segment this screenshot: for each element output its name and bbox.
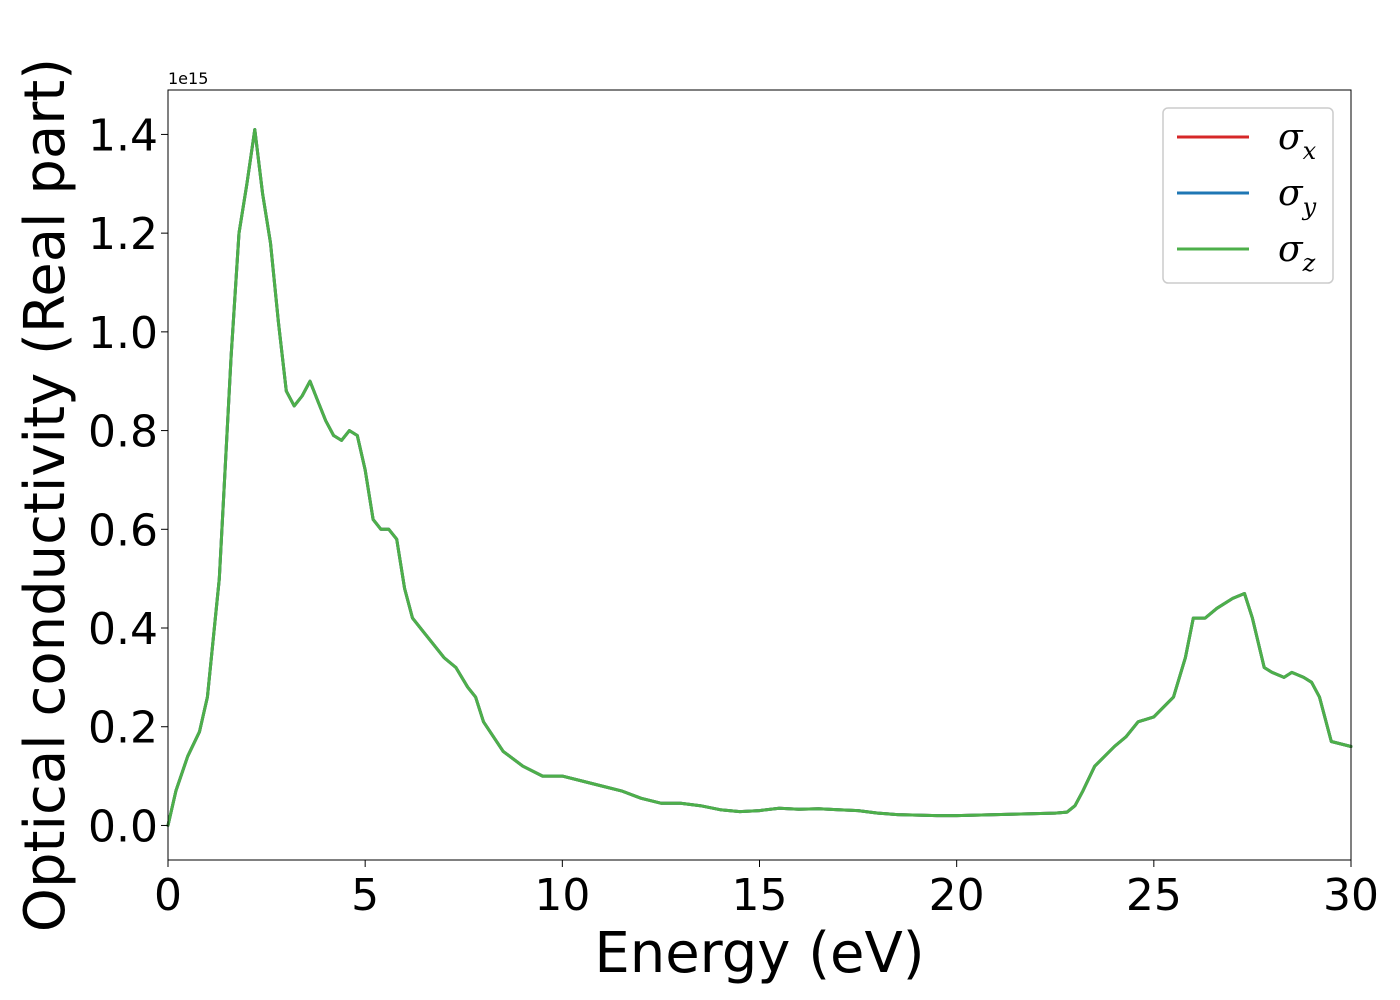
x-axis: 0 5 10 15 20 25 30	[154, 860, 1379, 921]
y-tick-label: 0.2	[88, 703, 158, 754]
y-axis-label: Optical conductivity (Real part)	[13, 58, 78, 932]
legend-box	[1162, 107, 1334, 284]
legend-symbol: σ	[1278, 173, 1304, 214]
legend-label: σz	[1278, 229, 1316, 277]
legend-symbol: σ	[1278, 117, 1304, 158]
x-tick-label: 5	[351, 870, 379, 921]
legend-symbol: σ	[1278, 229, 1304, 270]
y-tick-label: 1.0	[88, 308, 158, 359]
y-tick-label: 0.6	[88, 505, 158, 556]
x-tick-label: 30	[1323, 870, 1379, 921]
legend-label: σx	[1278, 117, 1317, 165]
series-layer	[166, 128, 1353, 827]
x-tick-label: 15	[732, 870, 788, 921]
legend-subscript: y	[1302, 193, 1317, 221]
x-axis-label: Energy (eV)	[594, 921, 924, 986]
x-tick-label: 20	[929, 870, 985, 921]
legend-subscript: x	[1303, 137, 1317, 165]
y-tick-label: 1.4	[88, 110, 158, 161]
y-axis: 0.0 0.2 0.4 0.6 0.8 1.0 1.2 1.4	[88, 110, 168, 852]
x-tick-label: 25	[1126, 870, 1182, 921]
series-line-3	[166, 128, 1353, 827]
legend-subscript: z	[1302, 249, 1316, 277]
x-tick-label: 10	[534, 870, 590, 921]
y-tick-label: 0.0	[88, 801, 158, 852]
x-tick-label: 0	[154, 870, 182, 921]
y-tick-label: 0.4	[88, 604, 158, 655]
legend-label: σy	[1278, 173, 1317, 221]
y-tick-label: 0.8	[88, 407, 158, 458]
y-offset-text: 1e15	[168, 69, 208, 88]
y-tick-label: 1.2	[88, 209, 158, 260]
